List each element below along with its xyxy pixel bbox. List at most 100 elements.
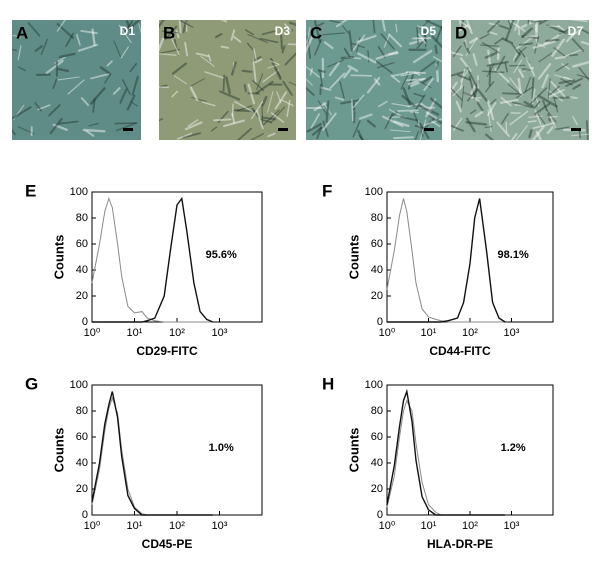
cell	[466, 88, 479, 102]
cell	[380, 33, 395, 50]
cell	[507, 20, 512, 29]
cell	[67, 79, 85, 95]
cell	[570, 26, 584, 38]
x-axis-label: CD45-PE	[142, 537, 193, 551]
cell	[12, 48, 17, 52]
cell	[259, 37, 279, 44]
cell	[482, 70, 505, 74]
cell	[535, 130, 542, 140]
cell	[550, 80, 566, 98]
cell	[417, 33, 427, 44]
cell	[547, 115, 558, 118]
x-axis-label: HLA-DR-PE	[427, 537, 493, 551]
x-tick-label: 10¹	[421, 520, 437, 532]
cell	[281, 45, 286, 54]
cell	[12, 106, 32, 120]
cell	[460, 21, 472, 30]
cell	[377, 46, 386, 58]
cell	[462, 91, 472, 97]
cell	[82, 128, 106, 133]
cell	[323, 41, 334, 50]
micrograph-bg	[12, 20, 141, 140]
cell	[425, 20, 442, 29]
cell	[513, 59, 523, 74]
y-tick-label: 20	[76, 483, 88, 495]
x-tick-label: 10⁰	[84, 327, 101, 339]
cell	[189, 86, 199, 102]
cell	[576, 74, 589, 79]
cell	[85, 130, 95, 137]
cell	[507, 83, 522, 96]
cell	[416, 25, 429, 30]
cell	[486, 100, 495, 121]
cell	[231, 103, 234, 117]
cell	[80, 97, 90, 106]
cell	[120, 46, 129, 59]
x-tick-label: 10³	[504, 520, 520, 532]
cell	[489, 31, 498, 36]
cell	[389, 129, 411, 133]
y-tick-label: 80	[76, 405, 88, 417]
image-label: D3	[275, 24, 291, 38]
cell	[514, 53, 521, 63]
cell	[274, 91, 288, 110]
cell	[89, 87, 106, 105]
cell	[317, 100, 327, 115]
cell	[400, 71, 421, 77]
cell	[538, 95, 558, 108]
y-tick-label: 80	[371, 405, 383, 417]
cell	[463, 41, 471, 54]
cell	[425, 111, 438, 120]
cell	[288, 21, 296, 26]
micrograph-bg	[451, 20, 589, 140]
cell	[176, 132, 193, 140]
cell	[124, 20, 134, 33]
cell	[546, 126, 554, 135]
y-tick-label: 0	[377, 316, 383, 328]
cell	[521, 20, 540, 29]
histogram-line	[91, 391, 213, 516]
cell	[184, 121, 203, 131]
cell	[77, 43, 99, 52]
cell	[322, 112, 337, 131]
y-tick-label: 100	[365, 186, 383, 198]
cell	[214, 32, 223, 39]
cell	[553, 98, 559, 113]
panel-letter: H	[322, 374, 334, 393]
cell	[112, 87, 121, 95]
cell	[276, 91, 282, 104]
cell	[558, 27, 572, 36]
cell	[559, 30, 568, 33]
cell	[159, 84, 168, 88]
cell	[459, 57, 472, 72]
cell	[435, 25, 442, 42]
cell	[313, 102, 327, 112]
cell	[390, 74, 401, 83]
cell	[201, 101, 216, 107]
x-tick-label: 10²	[462, 520, 478, 532]
annotation: 95.6%	[206, 249, 237, 261]
cell	[254, 58, 263, 64]
x-tick-label: 10²	[462, 327, 478, 339]
cell	[528, 129, 533, 139]
cell	[560, 78, 573, 86]
cell	[207, 54, 212, 62]
y-axis-label: Counts	[346, 235, 361, 280]
cell	[13, 104, 25, 120]
cell	[535, 95, 540, 107]
cell	[52, 123, 68, 132]
histogram-line	[387, 198, 506, 323]
cell	[538, 52, 553, 63]
y-tick-label: 100	[365, 379, 383, 391]
cell	[358, 113, 373, 120]
cell	[428, 114, 442, 125]
cell	[58, 52, 76, 59]
cell	[179, 20, 194, 28]
cell	[311, 126, 323, 136]
image-label: D5	[421, 24, 437, 38]
cell	[565, 49, 583, 57]
cell	[256, 110, 264, 130]
cell	[115, 122, 137, 132]
cell	[465, 37, 478, 57]
cell	[182, 132, 202, 139]
